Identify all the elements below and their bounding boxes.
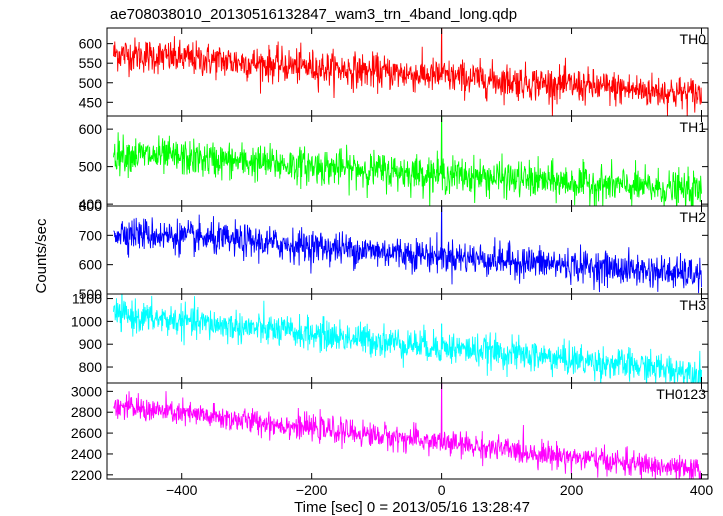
- panel-th0: 450 500 550 600 TH0: [79, 27, 709, 117]
- y-tick-label: 450: [79, 94, 103, 110]
- y-tick-label: 3000: [71, 383, 102, 399]
- panel-label-th1: TH1: [680, 119, 707, 135]
- y-tick-label: 500: [79, 159, 103, 175]
- y-tick-label: 600: [79, 121, 103, 137]
- y-tick-label: 500: [79, 286, 103, 302]
- panel-label-th0: TH0: [680, 31, 707, 47]
- y-tick-label: 2400: [71, 446, 102, 462]
- panel-frame: [106, 115, 709, 207]
- panel-label-th2: TH2: [680, 209, 707, 225]
- series-line-th2: [113, 206, 702, 294]
- x-tick-label: 400: [690, 482, 714, 498]
- series-line-th1: [113, 116, 702, 206]
- x-tick-label: −200: [296, 482, 328, 498]
- panel-frame: [106, 27, 709, 117]
- y-tick-label: 1100: [72, 291, 102, 307]
- panel-th3: 800 900 1000 1100 TH3: [71, 291, 709, 384]
- y-tick-label: 400: [79, 196, 103, 212]
- y-tick-label: 800: [79, 198, 103, 214]
- y-tick-label: 2600: [71, 425, 102, 441]
- series-line-th0: [113, 28, 702, 116]
- y-axis-label: Counts/sec: [33, 218, 50, 294]
- panel-label-th3: TH3: [680, 297, 707, 313]
- y-tick-label: 2200: [71, 467, 102, 483]
- panel-th2: 500 600 700 800 TH2: [79, 198, 709, 302]
- x-tick-label: 0: [438, 482, 446, 498]
- series-line-th0123: [113, 383, 702, 479]
- panels-layer: 450 500 550 600 TH0 400 500 600 TH1 500 600 700 800 T…: [71, 27, 714, 498]
- panel-label-th0123: TH0123: [656, 386, 706, 402]
- x-axis-label: Time [sec] 0 = 2013/05/16 13:28:47: [294, 499, 530, 516]
- y-tick-label: 700: [79, 227, 103, 243]
- y-tick-label: 550: [79, 55, 103, 71]
- y-tick-label: 900: [79, 336, 103, 352]
- panel-th1: 400 500 600 TH1: [79, 115, 709, 212]
- chart-title: ae708038010_20130516132847_wam3_trn_4ban…: [110, 6, 517, 23]
- panel-frame: [106, 382, 709, 480]
- y-tick-label: 600: [79, 257, 103, 273]
- series-line-th3: [113, 294, 702, 383]
- x-tick-label: −400: [166, 482, 198, 498]
- x-tick-label: 200: [560, 482, 584, 498]
- y-tick-label: 600: [79, 36, 103, 52]
- panel-th0123: 2200 2400 2600 2800 3000 TH0123: [71, 382, 709, 483]
- y-tick-label: 500: [79, 75, 103, 91]
- y-tick-label: 1000: [71, 313, 102, 329]
- y-tick-label: 2800: [71, 404, 102, 420]
- y-tick-label: 800: [79, 359, 103, 375]
